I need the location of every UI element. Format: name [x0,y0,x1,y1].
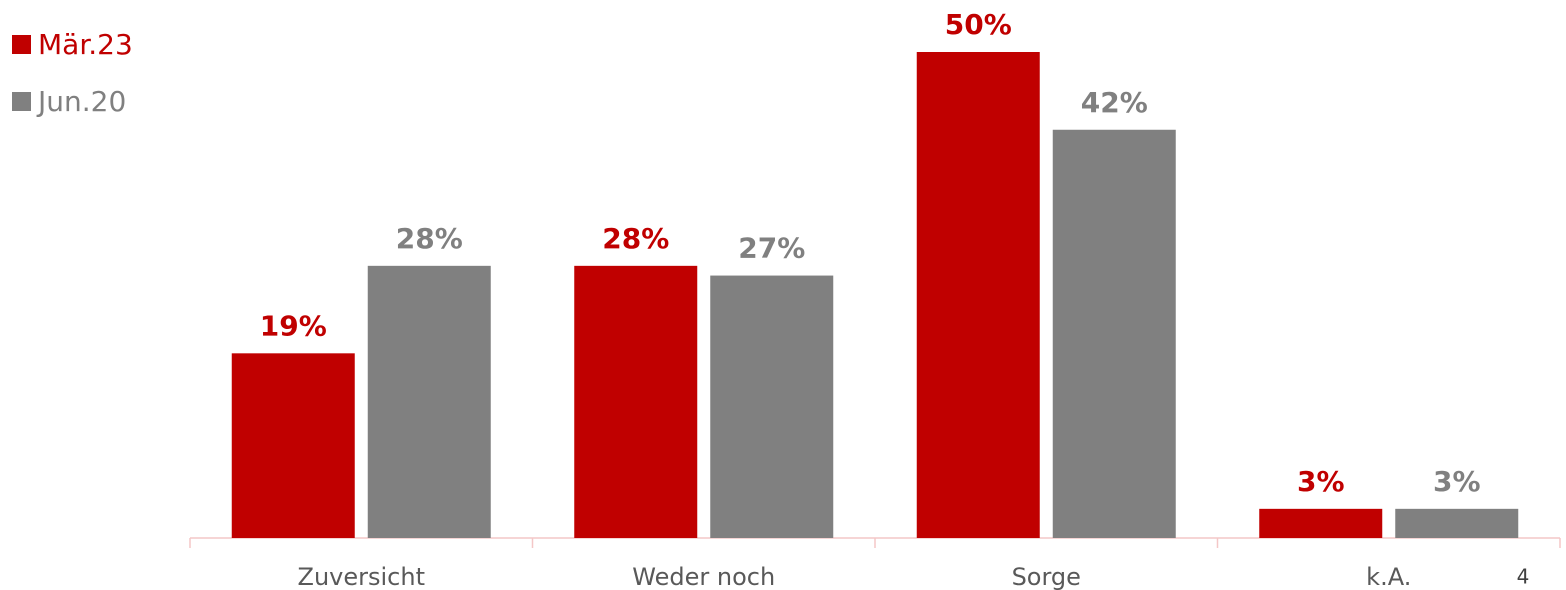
legend-label: Mär.23 [38,28,133,61]
data-label: 3% [1297,465,1345,498]
page-number: 4 [1517,565,1530,589]
data-label: 42% [1081,86,1148,119]
data-label: 28% [396,222,463,255]
legend-label: Jun.20 [36,85,126,118]
bar [710,275,834,538]
data-label: 27% [738,232,805,265]
legend-swatch [12,92,31,111]
data-label: 50% [945,8,1012,41]
data-label: 3% [1433,465,1481,498]
x-tick-label: Sorge [1012,563,1081,590]
x-tick-label: Zuversicht [298,563,425,590]
bar [367,265,491,538]
x-tick-label: k.A. [1366,563,1411,590]
bar [1395,508,1519,538]
bar [574,265,698,538]
data-label: 19% [260,309,327,342]
bar [1052,129,1176,538]
bar [1259,508,1383,538]
x-tick-label: Weder noch [632,563,775,590]
bar [916,52,1040,538]
bar [231,353,355,538]
legend-swatch [12,35,31,54]
data-label: 28% [602,222,669,255]
